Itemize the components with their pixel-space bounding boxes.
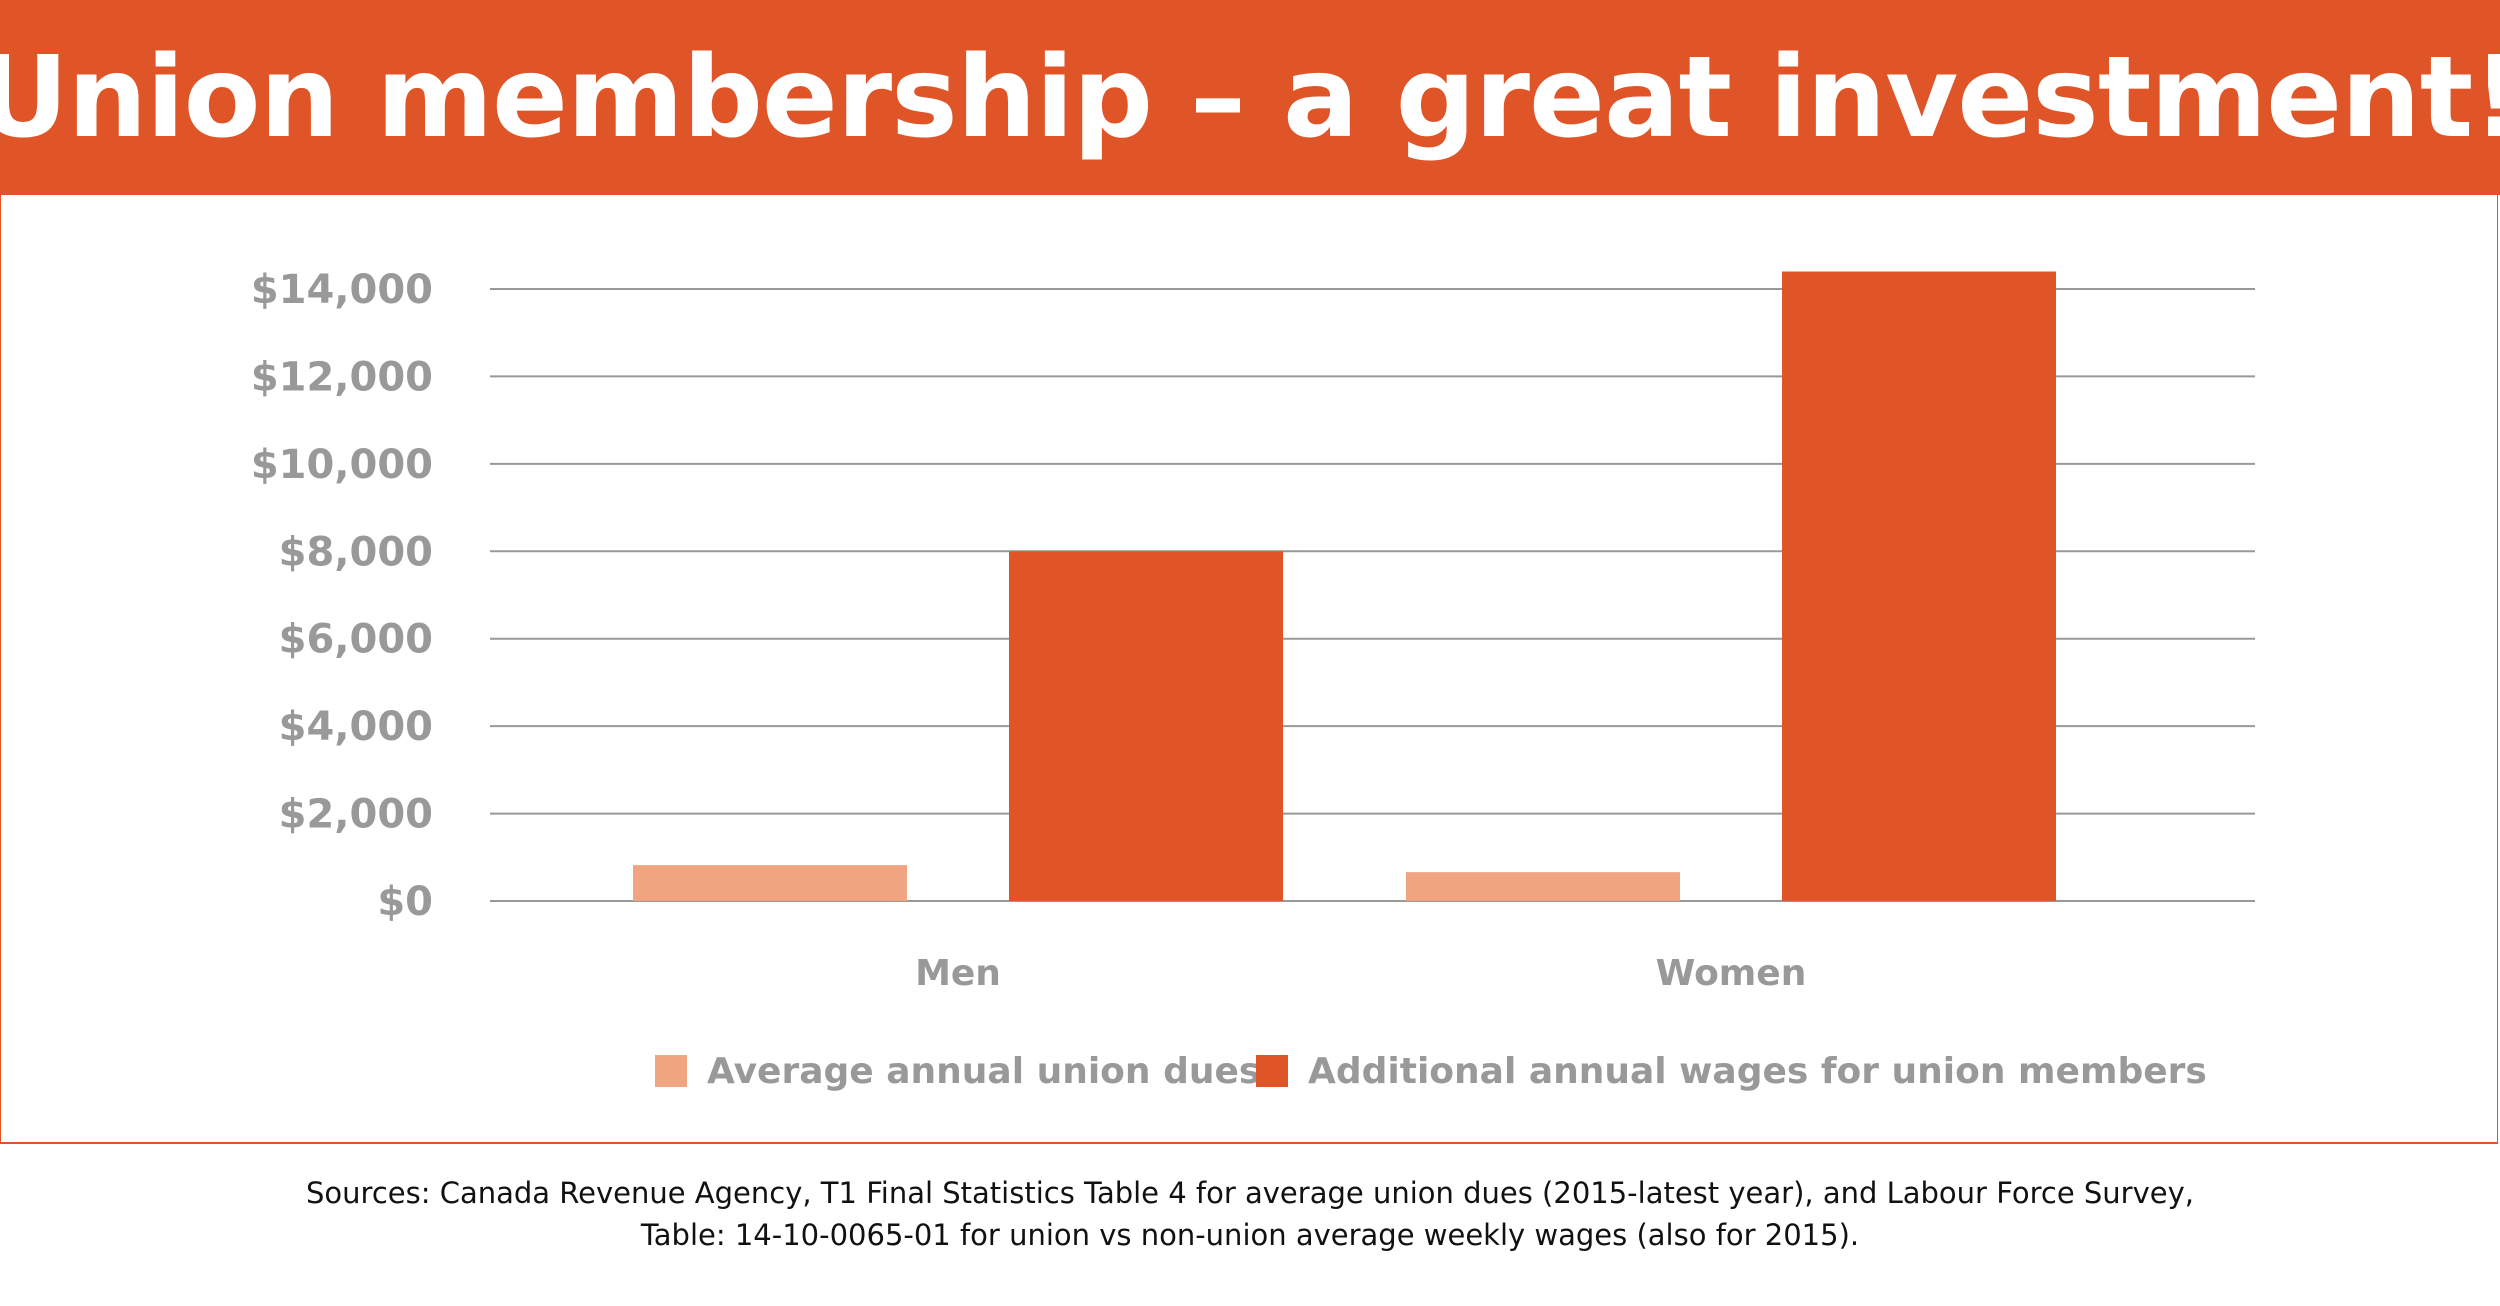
chart-frame [0,195,2498,1144]
legend-label-dues: Average annual union dues [707,1050,1261,1092]
y-tick-label: $12,000 [251,354,433,400]
legend-item-wages: Additional annual wages for union member… [1256,1046,2207,1096]
y-tick-label: $6,000 [279,617,433,663]
category-label-men: Men [915,953,1001,994]
y-tick-label: $8,000 [279,529,433,575]
sources-line-2: Table: 14-10-0065-01 for union vs non-un… [640,1218,1860,1252]
legend-swatch-wages [1256,1055,1288,1087]
x-axis-categories: Men Women [915,953,1806,994]
sources-note: Sources: Canada Revenue Agency, T1 Final… [0,1172,2500,1256]
legend-swatch-dues [655,1055,687,1087]
y-axis-ticks: $0 $2,000 $4,000 $6,000 $8,000 $10,000 $12,000… [251,267,433,925]
y-tick-label: $14,000 [251,267,433,313]
bar-men-dues [633,865,907,901]
legend-item-dues: Average annual union dues [655,1046,1260,1096]
y-tick-label: $10,000 [251,442,433,488]
y-tick-label: $4,000 [279,704,433,750]
title-banner: Union membership – a great investment! [0,0,2500,195]
bars [633,271,2056,901]
bar-chart: $0 $2,000 $4,000 $6,000 $8,000 $10,000 $12,000… [251,267,2255,994]
page-title: Union membership – a great investment! [0,32,2500,163]
legend-label-wages: Additional annual wages for union member… [1308,1050,2207,1092]
bar-men-wages [1009,551,1283,901]
y-tick-label: $2,000 [279,792,433,838]
y-tick-label: $0 [377,879,433,925]
bar-women-dues [1406,872,1680,901]
category-label-women: Women [1656,953,1807,994]
sources-line-1: Sources: Canada Revenue Agency, T1 Final… [306,1176,2194,1210]
bar-women-wages [1782,271,2056,901]
legend: Average annual union dues Additional ann… [0,1046,2500,1096]
